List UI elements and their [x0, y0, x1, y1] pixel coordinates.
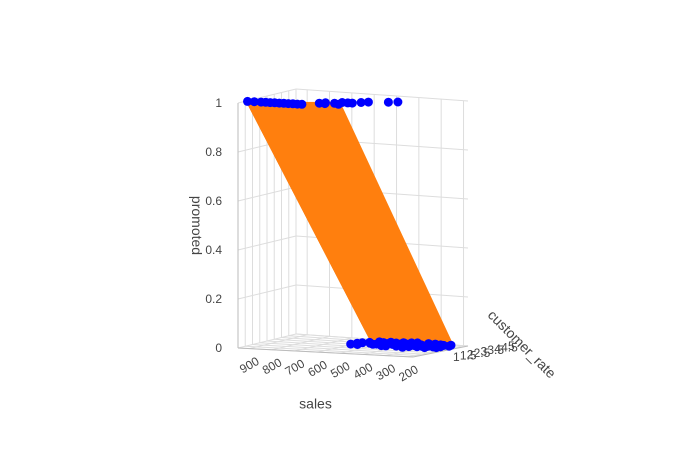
z-tick-label: 0.8 [205, 145, 222, 159]
data-point [410, 341, 420, 351]
x-tick-label: 800 [260, 355, 285, 377]
data-point [320, 99, 330, 109]
z-tick-label: 0.2 [205, 292, 222, 306]
data-point [444, 341, 454, 351]
data-point [376, 341, 386, 351]
axis-line [237, 347, 414, 358]
marker-layer [243, 96, 456, 353]
z-tick-label: 0 [215, 341, 222, 355]
z-tick-label: 1 [215, 96, 222, 110]
axis-line [412, 345, 469, 358]
data-point [420, 343, 430, 353]
y-tick-label: 4.5 [501, 340, 518, 354]
x-tick-label: 200 [396, 362, 421, 384]
grid-line [295, 88, 469, 102]
y-tick-label: 3 [481, 345, 488, 359]
y-axis-ticks: 1 1.5 2 2.5 3 3.5 4 4.5 5 [453, 339, 518, 364]
data-point [347, 98, 357, 108]
x-tick-label: 300 [374, 361, 399, 383]
data-point [393, 97, 403, 107]
z-tick-label: 0.6 [205, 194, 222, 208]
x-tick-label: 700 [283, 356, 308, 378]
z-axis-title: promoted [189, 196, 205, 255]
y-tick-label: 4 [494, 342, 501, 356]
y-tick-label: 3.5 [487, 343, 504, 357]
data-point [352, 340, 362, 349]
x-tick-label: 400 [351, 360, 376, 382]
data-point [363, 97, 373, 107]
x-axis-ticks: 900 800 700 600 500 400 300 200 [237, 354, 421, 384]
grid-line [252, 344, 427, 355]
y-tick-label: 5 [508, 339, 515, 353]
z-axis-ticks: 0 0.2 0.4 0.6 0.8 1 [205, 96, 222, 355]
data-point [297, 99, 307, 109]
z-tick-label: 0.4 [205, 243, 222, 257]
y-tick-label: 2.5 [474, 346, 491, 360]
data-point [356, 98, 366, 107]
data-point [383, 97, 393, 107]
data-point [428, 342, 438, 352]
grid-line [245, 345, 420, 357]
y-tick-label: 2 [467, 347, 474, 361]
data-point [249, 97, 259, 107]
y-tick-label: 1.5 [460, 349, 477, 363]
x-tick-label: 900 [237, 354, 262, 376]
data-point [334, 99, 343, 109]
y-tick-label: 1 [453, 350, 460, 364]
x-tick-label: 600 [305, 357, 330, 379]
surface-sheet [246, 101, 455, 347]
x-axis-title: sales [299, 396, 332, 412]
surface-layer [246, 101, 455, 347]
x-tick-label: 500 [328, 359, 353, 381]
data-point [399, 338, 409, 348]
data-point [243, 96, 252, 106]
